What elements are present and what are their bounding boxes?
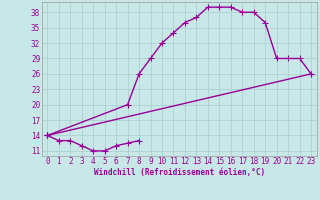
X-axis label: Windchill (Refroidissement éolien,°C): Windchill (Refroidissement éolien,°C) xyxy=(94,168,265,177)
